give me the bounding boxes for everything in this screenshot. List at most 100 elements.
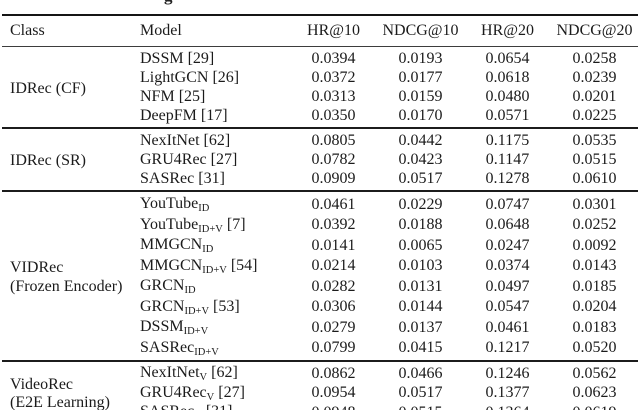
table-row: SASRec [31] 0.0909 0.0517 0.1278 0.0610 [2,169,638,191]
metric-value-cell: 0.0204 [572,298,617,316]
metric-value-cell: 0.0517 [398,384,443,402]
table-row: LightGCN [26] 0.0372 0.0177 0.0618 0.0239 [2,68,638,87]
metric-value-cell: 0.0239 [572,69,617,86]
metric-value-cell: 0.0144 [398,298,443,316]
metric-value-cell: 0.0515 [572,151,617,168]
class-label-line: VIDRec [10,259,64,276]
model-subscript: ID [198,203,210,214]
metric-value-cell: 0.0306 [311,298,356,316]
table-row: DeepFM [17] 0.0350 0.0170 0.0571 0.0225 [2,106,638,128]
metric-value-cell: 0.0394 [311,50,356,67]
class-label-line: VideoRec [10,376,74,394]
model-cell: GRCNID [140,277,196,296]
model-cell: MMGCNID+V [54] [140,256,258,276]
class-cell: IDRec (CF) [2,47,134,129]
metric-value-cell: 0.0372 [311,69,356,86]
metric-value-cell: 0.0201 [572,88,617,105]
column-header-hr10: HR@10 [307,22,360,39]
metric-value-cell: 0.0954 [311,384,356,402]
metric-value-cell: 0.0747 [485,195,530,213]
table-row: IDRec (CF) DSSM [29] 0.0394 0.0193 0.0654 0.0… [2,47,638,97]
metric-value-cell: 0.0279 [311,318,356,336]
metric-value-cell: 0.1175 [485,132,530,149]
results-table: Class Model HR@10 NDCG@10 HR@20 NDCG@20 … [2,14,638,410]
metric-value-cell: 0.0177 [398,69,443,86]
metric-value-cell: 0.0143 [572,257,617,275]
table-row: MMGCNID 0.0141 0.0065 0.0247 0.0092 [2,235,638,256]
table-row: SASRecV [31]0.09480.05150.13640.0619 [2,403,638,410]
table-row: VideoRec (E2E Learning) NexItNetV [62] 0.08… [2,361,638,410]
model-cell: GRU4RecV [27] [140,383,245,403]
class-label-line: IDRec (CF) [10,79,86,97]
model-subscript: V [199,372,208,383]
metric-value-cell: 0.0252 [572,216,617,234]
metric-value-cell: 0.0654 [485,50,530,67]
metric-value-cell: 0.0480 [485,88,530,105]
metric-value-cell: 0.0571 [485,107,530,124]
model-cell: SASRec [31] [140,170,225,187]
table-row: GRCNID 0.0282 0.0131 0.0497 0.0185 [2,276,638,297]
model-cell: LightGCN [26] [140,69,240,86]
class-label-line: (E2E Learning) [10,394,110,410]
model-subscript: ID+V [184,305,210,317]
model-cell: YouTubeID+V [7] [140,215,246,235]
table-row: MMGCNID+V [54] 0.0214 0.0103 0.0374 0.0143 [2,256,638,277]
model-cell: DSSMID+V [140,318,209,337]
metric-value-cell: 0.0137 [398,318,443,336]
model-subscript: ID+V [194,346,219,358]
metric-value-cell: 0.0618 [485,69,530,86]
column-header-ndcg10: NDCG@10 [382,22,459,39]
metric-value-cell: 0.0535 [572,132,617,149]
metric-value-cell: 0.1278 [485,170,530,187]
class-label-line: IDRec (SR) [10,152,86,169]
metric-value-cell: 0.0188 [398,216,443,234]
metric-value-cell: 0.0185 [572,277,617,295]
metric-value-cell: 0.0805 [311,132,356,149]
model-subscript: ID [184,285,196,296]
metric-value-cell: 0.0799 [311,339,356,357]
model-subscript: ID+V [202,264,227,276]
metric-value-cell: 0.0517 [398,170,443,187]
class-cell: VIDRec (Frozen Encoder) [2,191,134,361]
metric-value-cell: 0.0461 [485,318,530,336]
table-row: GRU4RecV [27] 0.0954 0.0517 0.1377 0.0623 [2,384,638,404]
model-cell: SASRecID+V [140,338,219,358]
metric-value-cell: 0.0193 [398,50,443,67]
metric-value-cell: 0.0415 [398,339,443,357]
caption-fragment-glyph: g [164,0,173,6]
model-cell: NFM [25] [140,88,206,105]
column-header-model: Model [140,22,182,39]
model-subscript: ID+V [183,326,209,337]
model-cell: GRCNID+V [53] [140,297,240,317]
metric-value-cell: 0.0065 [398,236,443,254]
column-header-class: Class [10,22,45,39]
column-header-ndcg20: NDCG@20 [556,22,633,39]
column-header-hr20: HR@20 [481,22,534,39]
table-header: Class Model HR@10 NDCG@10 HR@20 NDCG@20 [2,15,638,47]
metric-value-cell: 0.0497 [485,277,530,295]
metric-value-cell: 0.0183 [572,318,617,336]
table-row: NFM [25] 0.0313 0.0159 0.0480 0.0201 [2,87,638,106]
metric-value-cell: 0.0392 [311,216,356,234]
header-row: Class Model HR@10 NDCG@10 HR@20 NDCG@20 [2,15,638,47]
metric-value-cell: 0.0214 [311,257,356,275]
metric-value-cell: 0.0862 [311,364,356,382]
table-row: IDRec (SR) NexItNet [62] 0.0805 0.0442 0.117… [2,128,638,169]
metric-value-cell: 0.0225 [572,107,617,124]
metric-value-cell: 0.0619 [551,403,638,410]
metric-value-cell: 0.0515 [377,403,464,410]
model-subscript: ID [202,244,214,255]
metric-value-cell: 0.0229 [398,195,443,213]
class-cell: VideoRec (E2E Learning) [2,361,134,410]
class-cell: IDRec (SR) [2,128,134,191]
model-cell: YouTubeID [140,195,210,214]
table-group: VideoRec (E2E Learning) NexItNetV [62] 0.08… [2,361,638,410]
model-cell: SASRecV [31] [134,403,290,410]
metric-value-cell: 0.0258 [572,50,617,67]
metric-value-cell: 0.0648 [485,216,530,234]
table-row: GRU4Rec [27] 0.0782 0.0423 0.1147 0.0515 [2,150,638,169]
metric-value-cell: 0.0313 [311,88,356,105]
table-row: GRCNID+V [53] 0.0306 0.0144 0.0547 0.0204 [2,297,638,318]
metric-value-cell: 0.0520 [572,339,617,357]
